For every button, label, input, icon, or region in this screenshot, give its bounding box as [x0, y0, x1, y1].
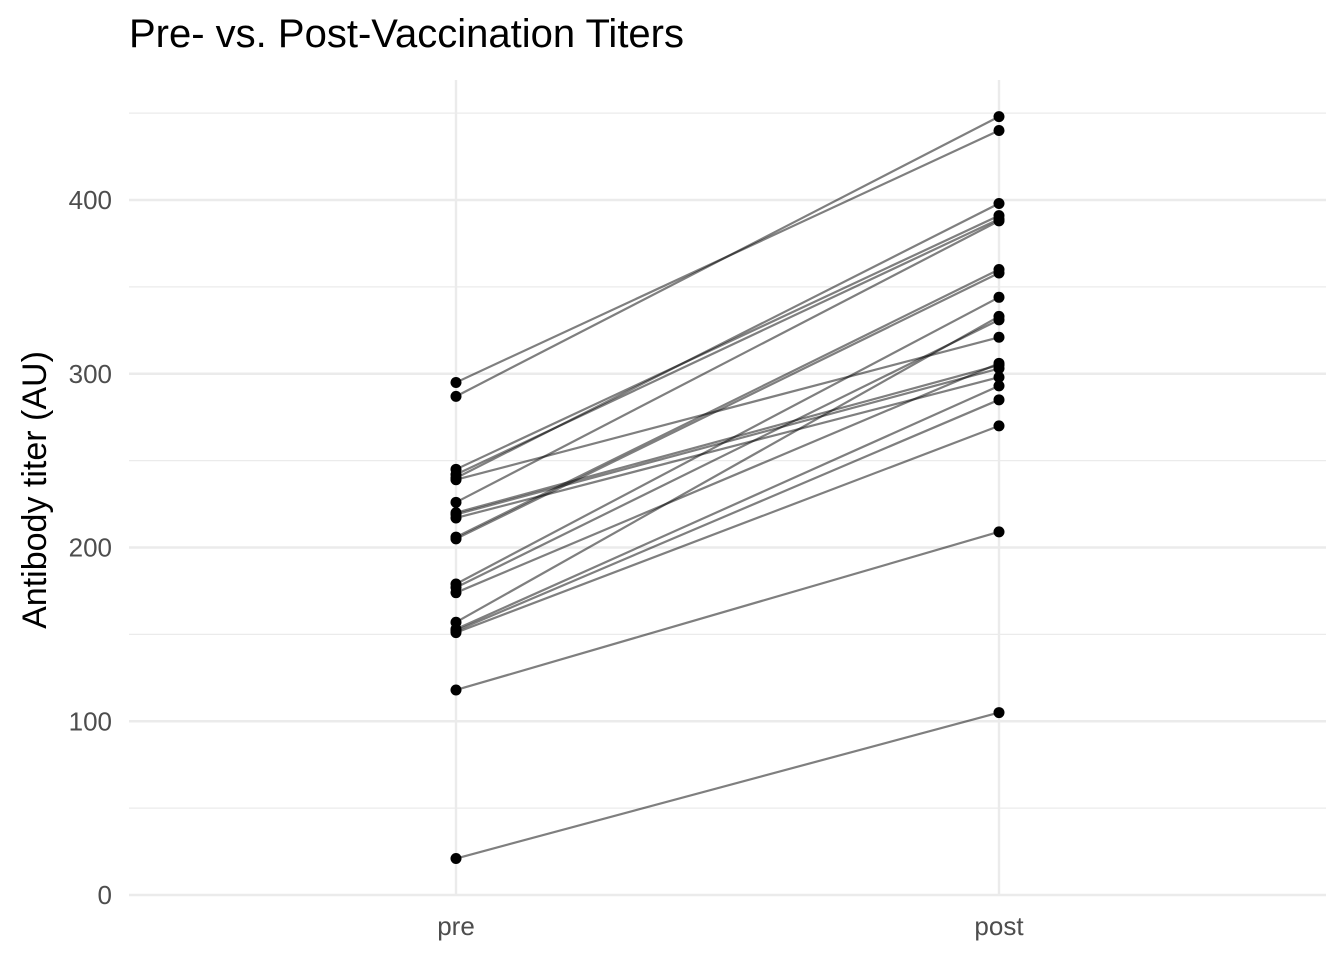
pre-point — [450, 533, 462, 545]
subject-line — [455, 424, 1000, 634]
post-point — [993, 526, 1005, 538]
pre-point — [450, 512, 462, 524]
y-tick-label: 200 — [69, 533, 112, 563]
subject-line — [455, 384, 1000, 631]
post-point — [993, 331, 1005, 343]
post-point — [993, 420, 1005, 432]
subject-line — [455, 296, 1000, 585]
post-point — [993, 380, 1005, 392]
pre-point — [450, 376, 462, 388]
subject-line — [455, 214, 1000, 471]
x-tick-label: pre — [437, 911, 475, 941]
pre-point — [450, 627, 462, 639]
y-tick-label: 0 — [98, 880, 112, 910]
subject-line — [455, 530, 1000, 692]
pre-point — [450, 390, 462, 402]
subject-line — [455, 711, 1000, 860]
pre-point — [450, 496, 462, 508]
subject-line — [455, 315, 1000, 624]
axes: 0 100 200 300 400 pre post Antibody titer (AU) — [16, 185, 1024, 941]
subject-line — [455, 219, 1000, 504]
subject-line — [455, 336, 1000, 481]
y-tick-label: 100 — [69, 706, 112, 736]
post-point — [993, 111, 1005, 123]
subject-line — [455, 318, 1000, 589]
subject-line — [455, 268, 1000, 539]
post-point — [993, 197, 1005, 209]
pre-point — [450, 684, 462, 696]
y-tick-label: 300 — [69, 359, 112, 389]
y-tick-label: 400 — [69, 185, 112, 215]
subject-line — [455, 202, 1000, 479]
x-tick-label: post — [974, 911, 1024, 941]
subject-line — [455, 271, 1000, 540]
pre-point — [450, 587, 462, 599]
post-point — [993, 371, 1005, 383]
post-point — [993, 125, 1005, 136]
pre-point — [450, 853, 462, 865]
post-point — [993, 291, 1005, 303]
subject-line — [455, 364, 1000, 514]
post-point — [993, 357, 1005, 369]
post-point — [993, 394, 1005, 406]
post-point — [993, 215, 1005, 227]
subject-line — [455, 398, 1000, 632]
y-axis-title: Antibody titer (AU) — [16, 351, 54, 629]
subject-line — [455, 115, 1000, 398]
series-points — [450, 111, 1005, 865]
pre-point — [450, 474, 462, 486]
post-point — [993, 310, 1005, 322]
post-point — [993, 267, 1005, 279]
gridlines — [129, 80, 1326, 897]
series-lines — [455, 115, 1000, 860]
post-point — [993, 707, 1005, 719]
chart-title: Pre- vs. Post-Vaccination Titers — [129, 12, 684, 56]
subject-line — [455, 362, 1000, 594]
